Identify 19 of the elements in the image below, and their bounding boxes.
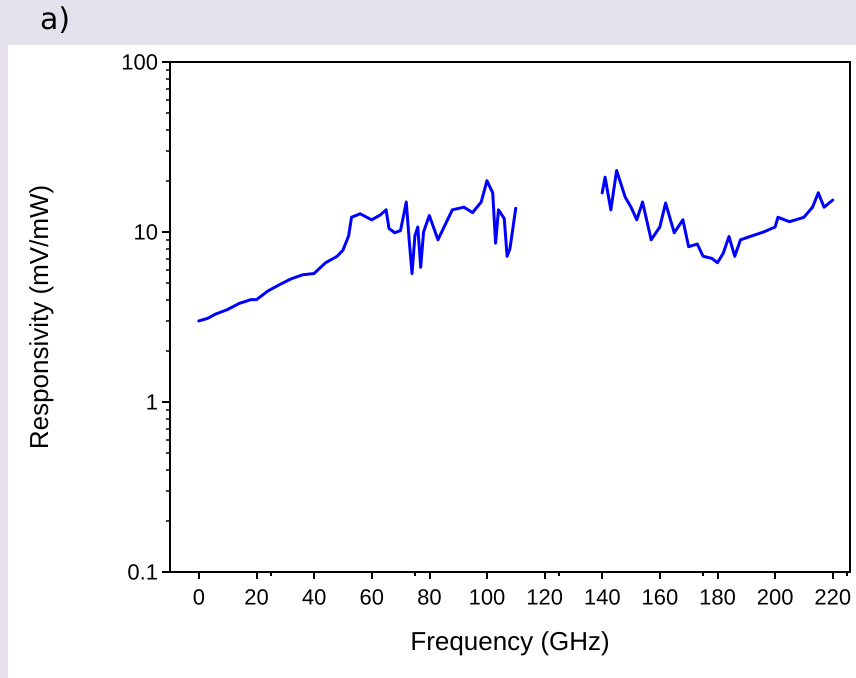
x-tick-label: 80 xyxy=(417,584,442,610)
y-tick-label: 1 xyxy=(146,390,158,414)
x-tick-label: 60 xyxy=(359,584,384,610)
x-tick-label: 120 xyxy=(526,584,563,610)
x-tick-label: 140 xyxy=(584,584,621,610)
y-axis-title: Responsivity (mV/mW) xyxy=(24,184,54,450)
x-axis-title: Frequency (GHz) xyxy=(410,626,610,656)
y-tick-label: 100 xyxy=(121,50,158,74)
y-tick-label: 10 xyxy=(134,220,158,244)
x-tick-label: 100 xyxy=(468,584,506,610)
x-tick-label: 200 xyxy=(756,584,794,610)
x-tick-label: 220 xyxy=(814,584,852,610)
x-tick-label: 180 xyxy=(699,584,736,610)
x-tick-label: 20 xyxy=(244,584,269,610)
x-tick-label: 0 xyxy=(192,584,205,610)
x-tick-label: 40 xyxy=(302,584,326,610)
x-tick-label: 160 xyxy=(641,584,678,610)
y-tick-label: 0.1 xyxy=(127,560,158,584)
chart-title: a) xyxy=(40,2,70,37)
